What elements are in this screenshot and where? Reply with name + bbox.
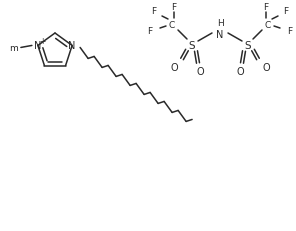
Text: N: N — [34, 41, 41, 51]
Text: F: F — [287, 26, 292, 35]
Text: O: O — [170, 63, 178, 73]
Text: H: H — [217, 19, 223, 28]
Text: O: O — [236, 67, 244, 77]
Text: F: F — [147, 26, 152, 35]
Text: N: N — [216, 30, 224, 40]
Text: O: O — [196, 67, 204, 77]
Text: S: S — [189, 41, 195, 51]
Text: +: + — [40, 37, 46, 46]
Text: F: F — [284, 6, 289, 15]
Text: F: F — [152, 6, 157, 15]
Text: O: O — [262, 63, 270, 73]
Text: m: m — [9, 44, 18, 53]
Text: N: N — [68, 41, 76, 51]
Text: F: F — [263, 3, 268, 12]
Text: C: C — [169, 20, 175, 29]
Text: C: C — [265, 20, 271, 29]
Text: F: F — [171, 3, 176, 12]
Text: S: S — [245, 41, 251, 51]
